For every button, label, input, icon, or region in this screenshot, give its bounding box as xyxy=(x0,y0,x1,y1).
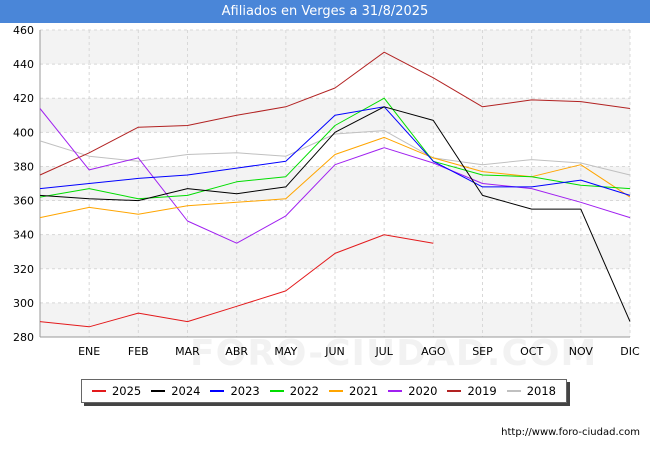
series-line-2018 xyxy=(39,130,631,176)
x-tick-label: JUL xyxy=(374,345,393,358)
background-band xyxy=(40,234,630,269)
legend-item-2021: 2021 xyxy=(328,384,379,398)
y-tick-label: 420 xyxy=(13,92,34,105)
x-tick-label: ENE xyxy=(78,345,100,358)
series-lines xyxy=(39,51,631,328)
legend-swatch xyxy=(388,390,403,392)
y-tick-label: 380 xyxy=(13,160,34,173)
legend-swatch xyxy=(91,390,106,392)
watermark: FORO-CIUDAD.COM xyxy=(190,333,598,374)
legend-label: 2025 xyxy=(111,384,142,398)
legend-swatch xyxy=(328,390,343,392)
x-tick-label: MAY xyxy=(274,345,297,358)
series-line-2022 xyxy=(39,97,631,200)
y-tick-label: 320 xyxy=(13,263,34,276)
legend-item-2024: 2024 xyxy=(151,384,201,398)
background-band xyxy=(40,30,630,65)
series-line-2023 xyxy=(39,106,631,196)
y-tick-label: 360 xyxy=(13,195,34,208)
legend-swatch xyxy=(447,390,462,392)
legend-swatch xyxy=(269,390,284,392)
source-url: http://www.foro-ciudad.com xyxy=(501,427,640,438)
legend-item-2019: 2019 xyxy=(447,384,497,398)
x-tick-label: SEP xyxy=(472,345,493,358)
legend-label: 2020 xyxy=(408,384,438,398)
legend-label: 2022 xyxy=(289,384,319,398)
y-tick-label: 440 xyxy=(13,58,34,71)
x-tick-label: NOV xyxy=(569,345,594,358)
y-axis-ticks: 280 300 320 340 360 380 400 420 440 460 xyxy=(13,24,34,344)
y-tick-label: 340 xyxy=(13,229,34,242)
series-line-2024 xyxy=(39,106,631,322)
legend-label: 2024 xyxy=(171,384,201,398)
x-tick-label: DIC xyxy=(620,345,640,358)
series-line-2019 xyxy=(39,51,631,176)
legend-item-2020: 2020 xyxy=(388,384,438,398)
x-tick-label: MAR xyxy=(175,345,200,358)
y-tick-label: 300 xyxy=(13,297,34,310)
legend-label: 2021 xyxy=(348,384,379,398)
legend-item-2022: 2022 xyxy=(269,384,319,398)
legend-item-2025: 2025 xyxy=(91,384,142,398)
legend-label: 2019 xyxy=(467,384,497,398)
legend-swatch xyxy=(151,390,166,392)
series-line-2020 xyxy=(39,108,631,244)
legend-item-2023: 2023 xyxy=(210,384,260,398)
legend-swatch xyxy=(506,390,521,392)
grid-lines xyxy=(39,29,631,338)
x-tick-label: OCT xyxy=(520,345,543,358)
x-tick-label: FEB xyxy=(128,345,149,358)
y-tick-label: 460 xyxy=(13,24,34,37)
chart-title: Afiliados en Verges a 31/8/2025 xyxy=(0,0,650,23)
y-tick-label: 280 xyxy=(13,331,34,344)
y-tick-label: 400 xyxy=(13,126,34,139)
legend: 2025 2024 2023 2022 2021 2020 2019 2018 xyxy=(81,379,567,403)
x-tick-label: AGO xyxy=(421,345,446,358)
legend-swatch xyxy=(210,390,225,392)
x-axis-ticks: ENE FEB MAR ABR MAY JUN JUL AGO SEP OCT NOV DIC xyxy=(78,345,640,358)
background-band xyxy=(40,166,630,201)
x-tick-label: ABR xyxy=(225,345,248,358)
legend-item-2018: 2018 xyxy=(506,384,556,398)
legend-label: 2023 xyxy=(230,384,260,398)
legend-label: 2018 xyxy=(526,384,556,398)
series-line-2025 xyxy=(39,234,434,328)
x-tick-label: JUN xyxy=(324,345,345,358)
